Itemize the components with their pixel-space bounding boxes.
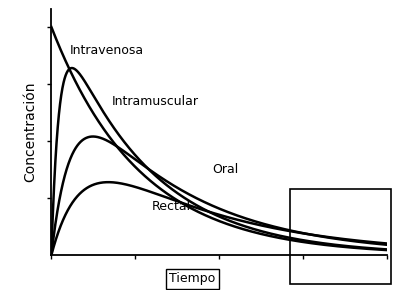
Text: Intramuscular: Intramuscular	[112, 95, 199, 108]
Text: Oral: Oral	[213, 163, 239, 176]
Text: Rectal: Rectal	[152, 200, 191, 213]
Y-axis label: Concentración: Concentración	[23, 82, 37, 182]
Text: Tiempo: Tiempo	[169, 273, 216, 285]
Text: Intravenosa: Intravenosa	[70, 44, 144, 57]
